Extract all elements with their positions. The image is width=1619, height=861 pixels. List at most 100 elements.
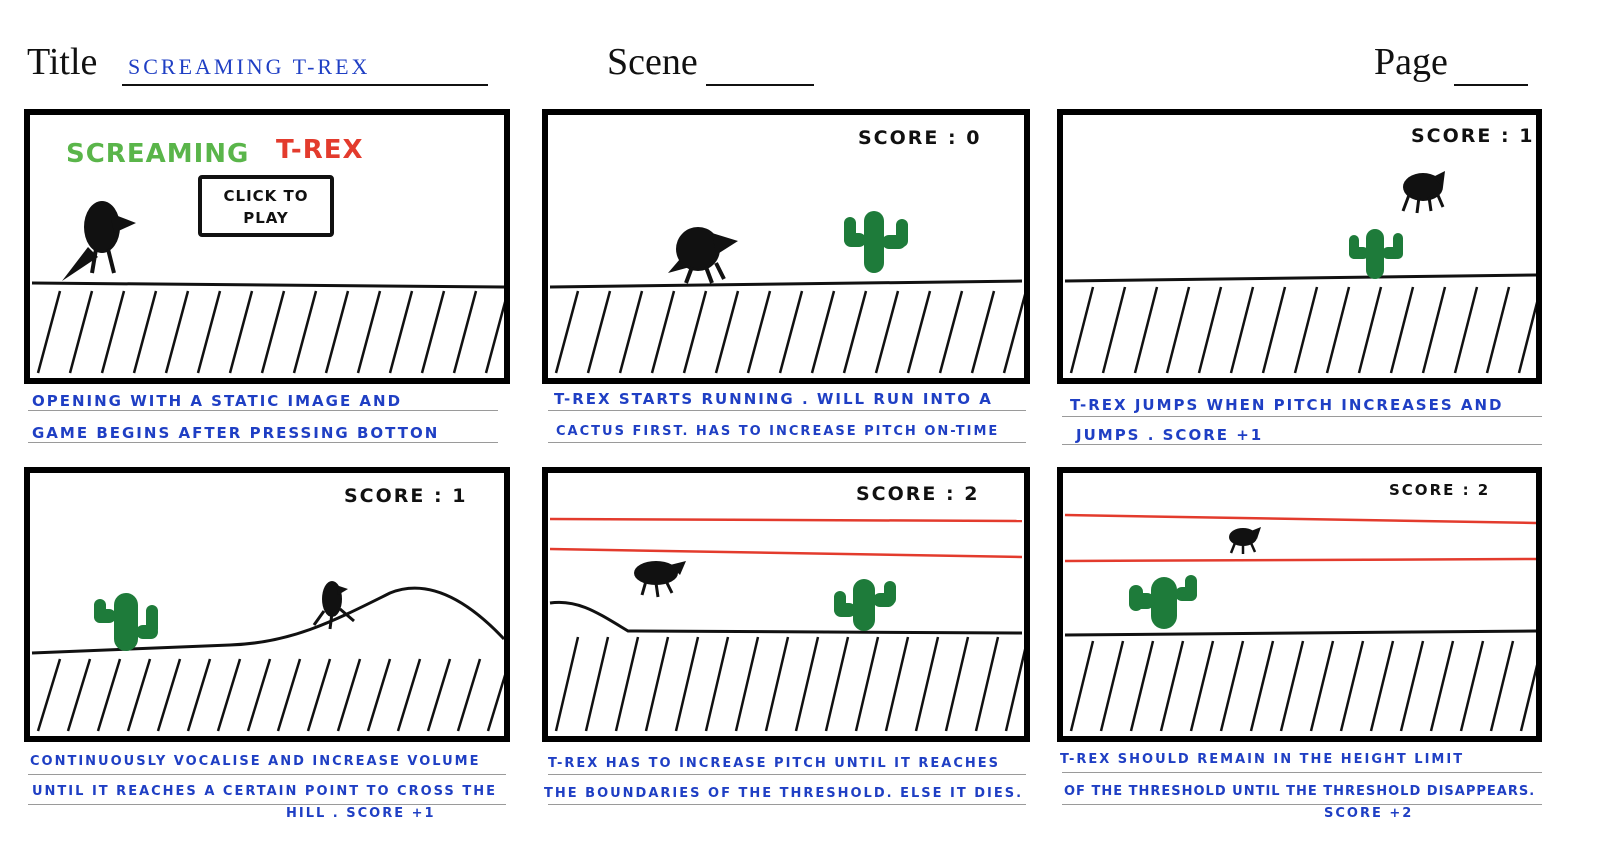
ground-hatch-stroke	[132, 290, 158, 374]
ground-hatch-stroke	[452, 290, 478, 374]
caption-rule	[1062, 804, 1542, 805]
ground-hatch-stroke	[938, 290, 964, 374]
ground-hatch-stroke	[1339, 640, 1365, 732]
ground-hatch-stroke	[1459, 640, 1485, 732]
ground-hatch-stroke	[1389, 286, 1415, 374]
ground-hatch-stroke	[228, 290, 254, 374]
ground-hatch-stroke	[420, 290, 446, 374]
ground-hatch-stroke	[1453, 286, 1479, 374]
storyboard-panel-4: SCORE : 1	[24, 467, 510, 742]
panel-5-drawing	[549, 517, 1024, 732]
click-to-play-button[interactable]: CLICK TO PLAY	[198, 175, 334, 237]
ground-hatch-stroke	[794, 636, 820, 732]
ground-hatch-stroke	[746, 290, 772, 374]
ground-hatch-stroke	[1421, 286, 1447, 374]
splash-title-trex: T-REX	[276, 135, 364, 165]
ground-hatch-stroke	[842, 290, 868, 374]
t-rex-icon	[1229, 527, 1261, 554]
ground-hatch-stroke	[486, 674, 504, 732]
ground-hatch-stroke	[1485, 286, 1511, 374]
ground-hatch-stroke	[614, 636, 640, 732]
ground-hatch-stroke	[1429, 640, 1455, 732]
ground-hatch-stroke	[1517, 301, 1536, 374]
caption-rule	[548, 804, 1026, 805]
page-label: Page	[1374, 41, 1448, 83]
ground-hatch-stroke	[1279, 640, 1305, 732]
ground-hatch-stroke	[260, 290, 286, 374]
ground-hatch-stroke	[164, 290, 190, 374]
upper-threshold-line	[1064, 513, 1536, 525]
score-display: SCORE : 0	[858, 127, 982, 149]
panel-2-drawing	[549, 211, 1024, 374]
panel-6-caption-line-2: OF THE THRESHOLD UNTIL THE THRESHOLD DIS…	[1064, 784, 1536, 799]
ground-hatch-stroke	[1369, 640, 1395, 732]
cactus-icon	[834, 579, 896, 631]
ground-hatch-stroke	[1129, 640, 1155, 732]
ground-hatch-stroke	[366, 658, 392, 732]
ground-hatch-stroke	[584, 636, 610, 732]
ground-hatch-stroke	[1004, 648, 1024, 732]
storyboard-panel-1: SCREAMING T-REX CLICK TO PLAY	[24, 109, 510, 384]
ground-hatch-stroke	[914, 636, 940, 732]
panel-5-caption-line-1: T-REX HAS TO INCREASE PITCH UNTIL IT REA…	[548, 756, 1001, 771]
lower-threshold-line	[549, 547, 1023, 559]
ground-hatch-stroke	[884, 636, 910, 732]
panel-1-caption-line-2: GAME BEGINS AFTER PRESSING BOTTON	[32, 424, 440, 442]
title-underline	[122, 84, 488, 86]
ground-hatch-stroke	[1357, 286, 1383, 374]
ground-hatch-stroke	[1069, 286, 1095, 374]
caption-rule	[28, 442, 498, 443]
ground-hatch-stroke	[1002, 293, 1024, 374]
ground-hatch-stroke	[824, 636, 850, 732]
panel-5-caption-line-2: THE BOUNDARIES OF THE THRESHOLD. ELSE IT…	[544, 786, 1024, 801]
score-display: SCORE : 2	[856, 483, 980, 505]
panel-4-caption-line-2: UNTIL IT REACHES A CERTAIN POINT TO CROS…	[32, 784, 497, 799]
panel-3-caption-line-2: JUMPS . SCORE +1	[1076, 426, 1264, 444]
ground-hatch-stroke	[874, 290, 900, 374]
storyboard-panel-6: SCORE : 2	[1057, 467, 1542, 742]
t-rex-icon	[312, 581, 355, 630]
ground-hatch-stroke	[306, 658, 332, 732]
panel-4-drawing	[31, 581, 504, 732]
ground-hatch-stroke	[1189, 640, 1215, 732]
ground-hatch-stroke	[1309, 640, 1335, 732]
panel-1-caption-line-1: OPENING WITH A STATIC IMAGE AND	[32, 392, 403, 410]
ground-hatch-stroke	[554, 290, 580, 374]
storyboard-panel-3: SCORE : 1	[1057, 109, 1542, 384]
ground-hatch-stroke	[682, 290, 708, 374]
ground-hatch-stroke	[586, 290, 612, 374]
ground-hatch-stroke	[554, 636, 580, 732]
ground-hatch-stroke	[1099, 640, 1125, 732]
ground-hatch-stroke	[1229, 286, 1255, 374]
splash-title-screaming: SCREAMING	[66, 139, 250, 169]
ground-hatch-stroke	[100, 290, 126, 374]
ground-hatch-stroke	[854, 636, 880, 732]
ground-hatch-stroke	[1489, 640, 1515, 732]
cactus-icon	[1129, 575, 1197, 629]
lower-threshold-line	[1064, 557, 1536, 563]
panel-6-caption-line-3: SCORE +2	[1324, 806, 1414, 821]
ground-hatch-stroke	[650, 290, 676, 374]
ground-hatch-stroke	[1101, 286, 1127, 374]
ground-hatch-stroke	[36, 658, 62, 732]
ground-hatch-stroke	[396, 658, 422, 732]
ground-hatch-stroke	[704, 636, 730, 732]
ground-hatch-stroke	[276, 658, 302, 732]
panel-1-drawing	[31, 201, 504, 374]
ground-hatch-stroke	[1069, 640, 1095, 732]
ground-hatch-stroke	[944, 636, 970, 732]
panel-3-caption-line-1: T-REX JUMPS WHEN PITCH INCREASES AND	[1070, 396, 1504, 414]
panel-6-caption-line-1: T-REX SHOULD REMAIN IN THE HEIGHT LIMIT	[1060, 752, 1465, 767]
cactus-icon	[844, 211, 908, 273]
ground-hatch-stroke	[156, 658, 182, 732]
ground-hatch-stroke	[388, 290, 414, 374]
ground-hatch-stroke	[356, 290, 382, 374]
caption-rule	[548, 774, 1026, 775]
ground-hatch-stroke	[1165, 286, 1191, 374]
ground-hatch-stroke	[1219, 640, 1245, 732]
caption-rule	[1062, 772, 1542, 773]
ground-hatch-stroke	[336, 658, 362, 732]
ground-hatch-stroke	[1197, 286, 1223, 374]
ground-hatch-stroke	[96, 658, 122, 732]
ground-hatch-stroke	[186, 658, 212, 732]
